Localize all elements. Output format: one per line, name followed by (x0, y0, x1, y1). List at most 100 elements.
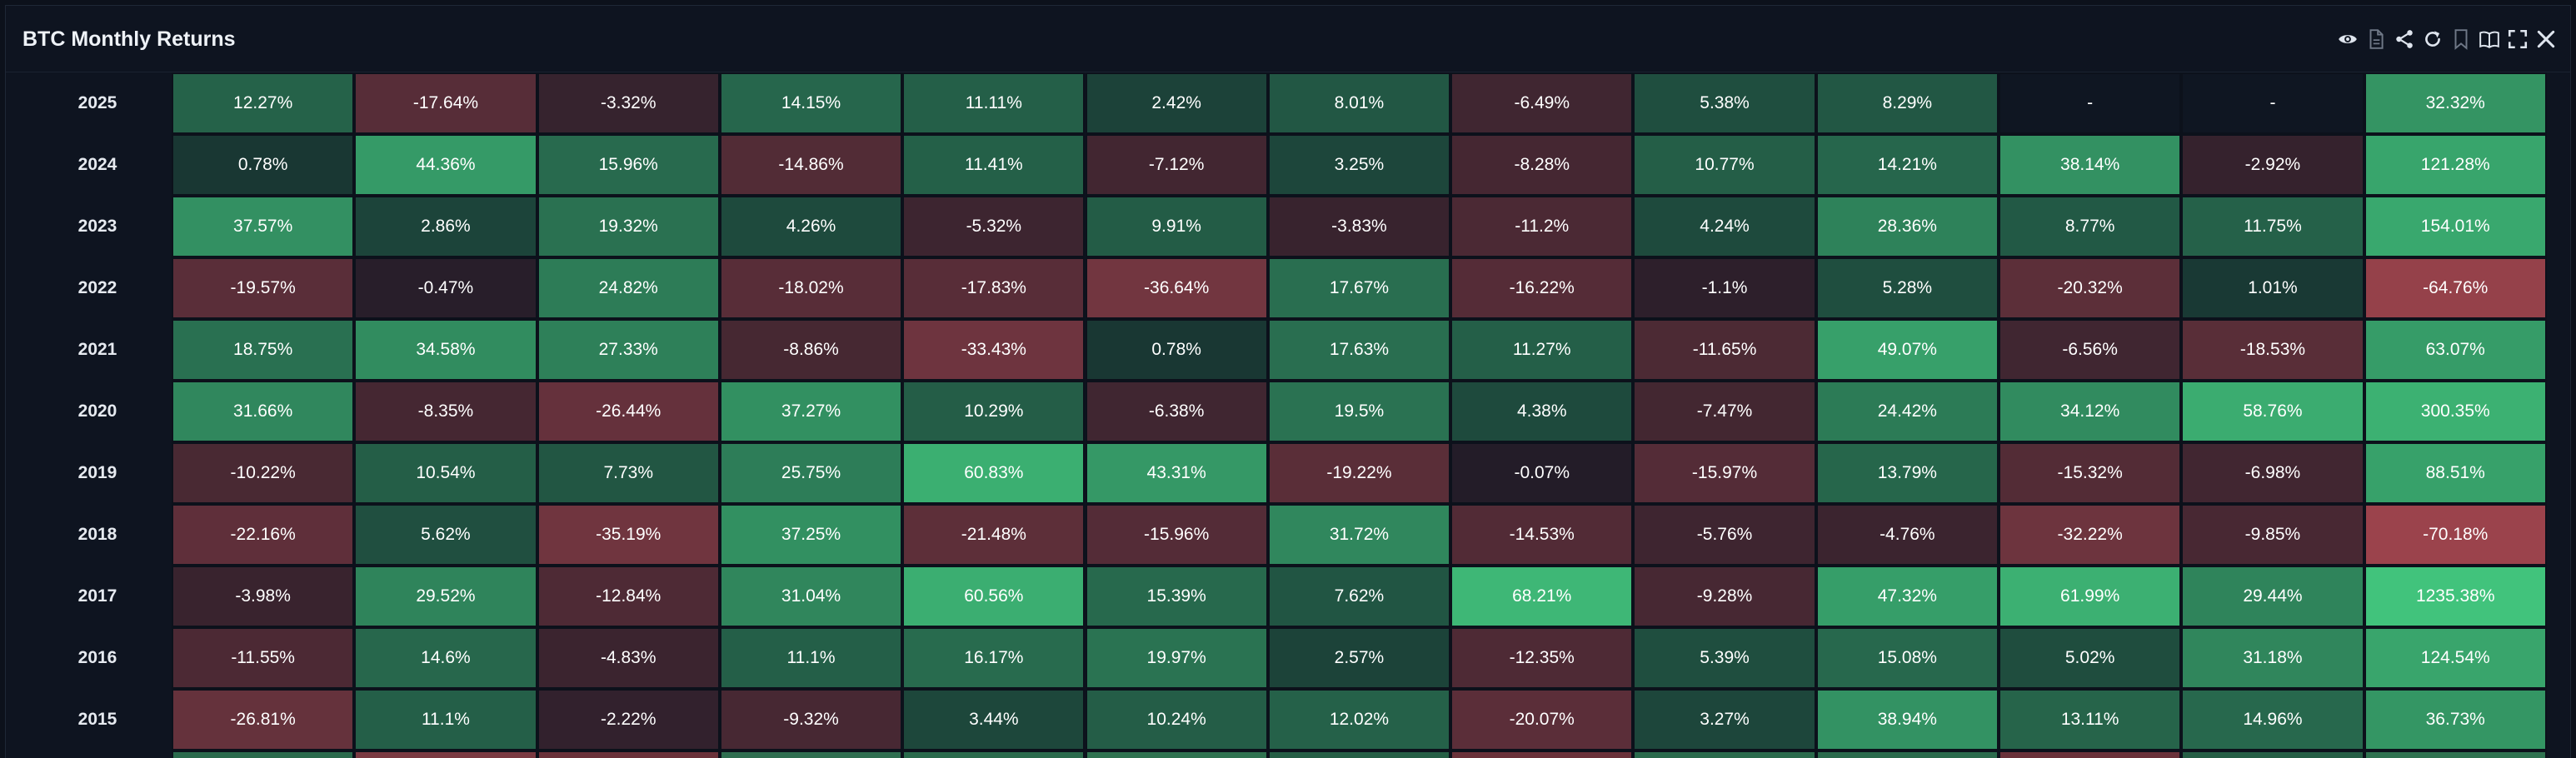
document-icon[interactable] (2364, 25, 2389, 53)
month-return-cell: -32.22% (1999, 504, 2182, 566)
year-label: 2025 (77, 93, 117, 112)
month-return-cell: 12.02% (1267, 689, 1451, 751)
month-return-cell: -11.2% (1450, 196, 1634, 257)
heatmap-panel: BTC Monthly Returns (5, 5, 2571, 758)
year-label: 2021 (77, 340, 117, 359)
month-return-cell: 7.62% (1267, 566, 1451, 627)
month-return-cell: 4.24% (1633, 196, 1816, 257)
book-icon[interactable] (2477, 25, 2502, 53)
month-return-cell: 15.39% (1085, 566, 1268, 627)
month-return-cell (354, 751, 537, 758)
month-return-cell: 17.67% (1267, 257, 1451, 319)
month-return-cell: -20.07% (1450, 689, 1634, 751)
year-total-cell: -64.76% (2364, 257, 2547, 319)
month-return-cell: 2.42% (1085, 72, 1268, 134)
month-return-cell: 0.78% (172, 134, 355, 196)
month-return-cell: 38.14% (1999, 134, 2182, 196)
month-return-cell: 3.25% (1267, 134, 1451, 196)
month-return-cell: 3.44% (902, 689, 1086, 751)
month-return-cell: 2.86% (354, 196, 537, 257)
month-return-cell: 27.33% (537, 319, 720, 381)
year-total-cell: 88.51% (2364, 442, 2547, 504)
month-return-cell: 34.58% (354, 319, 537, 381)
monthly-returns-heatmap: 2025 12.27% -17.64% -3.32% 14.15% 11.11% 2.42%… (6, 72, 2570, 758)
month-return-cell: -11.65% (1633, 319, 1816, 381)
month-return-cell: 38.94% (1815, 689, 1999, 751)
month-return-cell (537, 751, 720, 758)
month-return-cell: 8.01% (1267, 72, 1451, 134)
month-return-cell: -9.28% (1633, 566, 1816, 627)
bookmark-icon[interactable] (2449, 25, 2474, 53)
month-return-cell: 37.57% (172, 196, 355, 257)
year-total-cell: -70.18% (2364, 504, 2547, 566)
month-return-cell: -22.16% (172, 504, 355, 566)
month-return-cell: -3.32% (537, 72, 720, 134)
month-return-cell: 31.04% (719, 566, 903, 627)
month-return-cell: 16.17% (902, 627, 1086, 689)
month-return-cell: 13.79% (1815, 442, 1999, 504)
month-return-cell: 19.5% (1267, 381, 1451, 442)
month-return-cell: -20.32% (1999, 257, 2182, 319)
month-return-cell: -17.83% (902, 257, 1086, 319)
month-return-cell: 24.82% (537, 257, 720, 319)
month-return-cell: 47.32% (1815, 566, 1999, 627)
month-return-cell: 37.25% (719, 504, 903, 566)
panel-toolbar (2335, 22, 2559, 56)
refresh-icon[interactable] (2420, 25, 2445, 53)
month-return-cell: -8.35% (354, 381, 537, 442)
month-return-cell: 12.27% (172, 72, 355, 134)
year-total-cell: 36.73% (2364, 689, 2547, 751)
month-return-cell: -18.02% (719, 257, 903, 319)
fullscreen-icon[interactable] (2505, 25, 2530, 53)
month-return-cell: -21.48% (902, 504, 1086, 566)
month-return-cell: 24.42% (1815, 381, 1999, 442)
year-total-cell: 124.54% (2364, 627, 2547, 689)
month-return-cell: -16.22% (1450, 257, 1634, 319)
month-return-cell: 11.41% (902, 134, 1086, 196)
month-return-cell: -6.98% (2181, 442, 2364, 504)
eye-icon[interactable] (2335, 25, 2360, 53)
month-return-cell (1999, 751, 2182, 758)
year-label: 2016 (77, 648, 117, 667)
month-return-cell (1085, 751, 1268, 758)
month-return-cell: 11.11% (902, 72, 1086, 134)
month-return-cell (1815, 751, 1999, 758)
month-return-cell: -12.84% (537, 566, 720, 627)
month-return-cell (1450, 751, 1634, 758)
month-return-cell: 49.07% (1815, 319, 1999, 381)
month-return-cell: -18.53% (2181, 319, 2364, 381)
month-return-cell: 5.39% (1633, 627, 1816, 689)
month-return-cell: -6.56% (1999, 319, 2182, 381)
month-return-cell: -7.12% (1085, 134, 1268, 196)
close-icon[interactable] (2534, 25, 2559, 53)
share-icon[interactable] (2392, 25, 2417, 53)
month-return-cell: -9.85% (2181, 504, 2364, 566)
month-return-cell: -12.35% (1450, 627, 1634, 689)
year-total-cell: 63.07% (2364, 319, 2547, 381)
month-return-cell: 15.08% (1815, 627, 1999, 689)
month-return-cell: -8.86% (719, 319, 903, 381)
month-return-cell: -8.28% (1450, 134, 1634, 196)
month-return-cell: -14.86% (719, 134, 903, 196)
month-return-cell: 14.6% (354, 627, 537, 689)
month-return-cell: -6.38% (1085, 381, 1268, 442)
month-return-cell: 5.38% (1633, 72, 1816, 134)
year-total-cell: 32.32% (2364, 72, 2547, 134)
year-label: 2017 (77, 586, 117, 606)
month-return-cell: -3.98% (172, 566, 355, 627)
month-return-cell: -26.44% (537, 381, 720, 442)
year-label: 2023 (77, 217, 117, 236)
panel-title: BTC Monthly Returns (22, 27, 236, 51)
month-return-cell: 13.11% (1999, 689, 2182, 751)
month-return-cell: -17.64% (354, 72, 537, 134)
year-label: 2018 (77, 525, 117, 544)
month-return-cell (1633, 751, 1816, 758)
month-return-cell: 44.36% (354, 134, 537, 196)
month-return-cell: 61.99% (1999, 566, 2182, 627)
month-return-cell: 34.12% (1999, 381, 2182, 442)
year-total-cell: 1235.38% (2364, 566, 2547, 627)
month-return-cell: - (2181, 72, 2364, 134)
month-return-cell: -35.19% (537, 504, 720, 566)
month-return-cell: -33.43% (902, 319, 1086, 381)
month-return-cell: 4.38% (1450, 381, 1634, 442)
